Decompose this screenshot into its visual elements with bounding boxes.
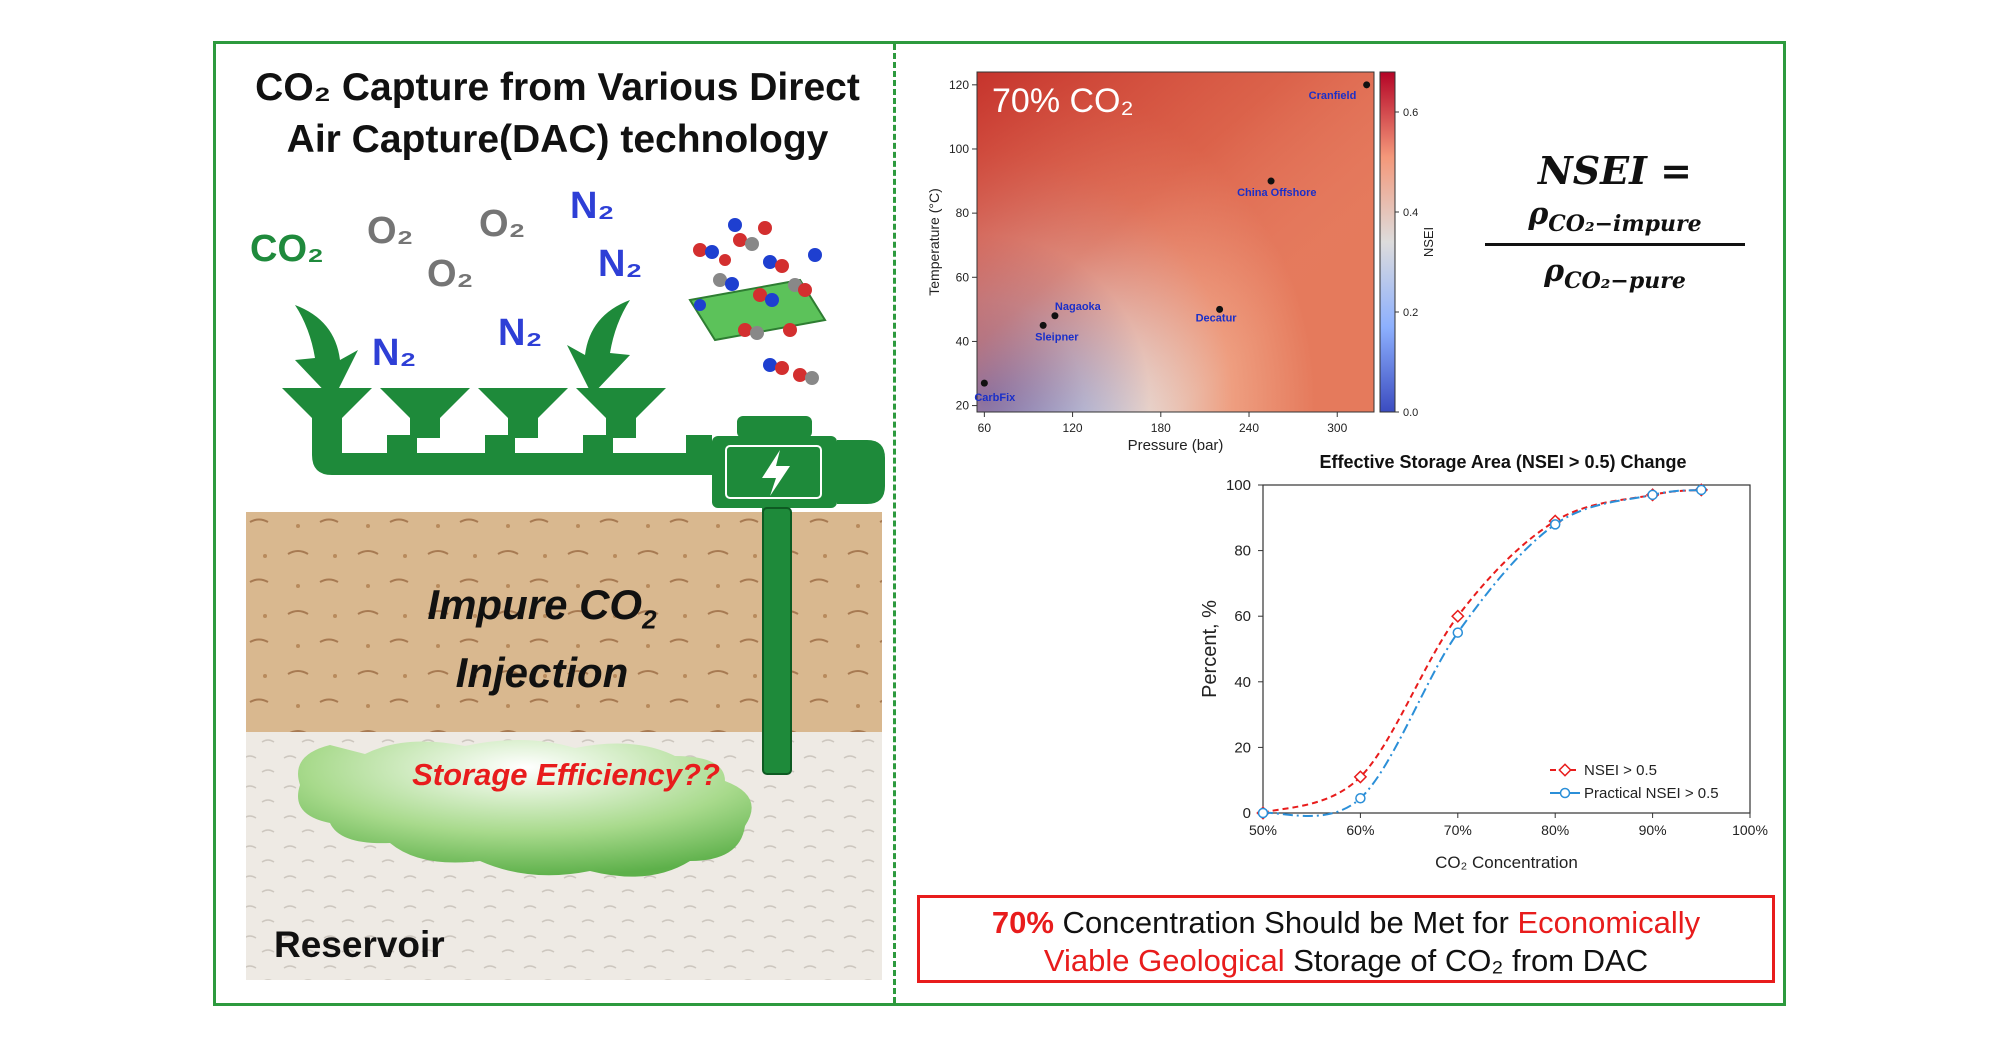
gas-label-o2: O₂: [367, 210, 414, 252]
gas-label-o2: O₂: [479, 203, 526, 245]
injection-well: [762, 507, 792, 775]
conclusion-text1: Concentration Should be Met for: [1053, 905, 1518, 940]
storage-efficiency-label: Storage Efficiency??: [412, 757, 720, 792]
gas-label-n2: N₂: [570, 185, 615, 227]
conclusion-text2: Storage of CO₂ from DAC: [1284, 943, 1649, 978]
conclusion-highlight1: Economically: [1517, 905, 1701, 940]
arrow-right-icon: [567, 300, 630, 395]
formula-numerator: ρCO₂−impure: [1485, 193, 1745, 246]
conclusion-highlight2: Viable Geological: [1043, 943, 1285, 978]
conclusion-percent: 70%: [991, 905, 1054, 940]
formula-denominator: ρCO₂−pure: [1544, 254, 1686, 294]
storage-cloud: [298, 739, 752, 877]
arrow-left-icon: [295, 305, 358, 400]
gas-label-co2: CO₂: [250, 228, 324, 270]
gas-label-n2: N₂: [372, 332, 417, 374]
formula-lhs: NSEI =: [1538, 148, 1692, 193]
panel-divider: [893, 44, 896, 1003]
injection-line2: Injection: [455, 649, 629, 697]
manifold-pipe: [312, 430, 712, 475]
intake-funnels: [282, 388, 666, 438]
molecule-cluster-icon: [688, 218, 827, 385]
conclusion-box: 70% Concentration Should be Met for Econ…: [917, 895, 1775, 983]
injection-line1: Impure CO: [427, 581, 643, 628]
reservoir-label: Reservoir: [274, 924, 445, 965]
left-title: CO₂ Capture from Various Direct Air Capt…: [240, 62, 875, 166]
left-title-line2: Air Capture(DAC) technology: [286, 118, 829, 161]
injection-sub: 2: [642, 604, 657, 635]
injection-label: Impure CO2 Injection: [372, 578, 712, 700]
gas-label-n2: N₂: [498, 312, 543, 354]
left-title-line1: CO₂ Capture from Various Direct: [255, 66, 860, 109]
outer-frame: [213, 41, 1786, 1006]
heatmap-annotation: 70% CO₂: [992, 82, 1134, 120]
pump-icon: [712, 416, 885, 528]
gas-label-o2: O₂: [427, 253, 474, 295]
gas-label-n2: N₂: [598, 243, 643, 285]
nsei-formula: NSEI = ρCO₂−impure ρCO₂−pure: [1475, 148, 1755, 294]
